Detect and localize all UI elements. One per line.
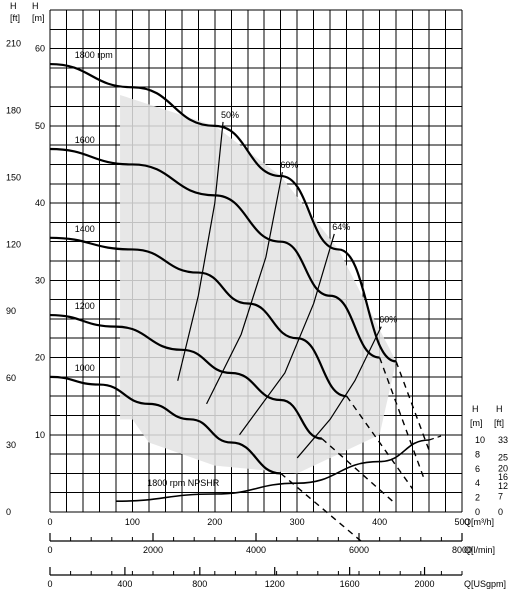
npsh-ft-tick-label: 7: [498, 492, 503, 502]
m3h-tick-label: 200: [207, 517, 222, 527]
m-tick-label: 40: [35, 198, 45, 208]
npsh-ft-tick-label: 16: [498, 472, 508, 482]
usgpm-axis-title: Q[USgpm]: [464, 579, 506, 589]
usgpm-axis-tick-label: 1200: [265, 579, 285, 589]
speed-curve: [49, 375, 281, 475]
m-axis-unit: [m]: [32, 13, 45, 23]
lmin-axis-tick-label: 2000: [143, 545, 163, 555]
npsh-m-tick-label: 10: [475, 435, 485, 445]
m3h-tick-label: 0: [47, 517, 52, 527]
npsh-m-axis-title: H: [472, 404, 479, 414]
efficiency-label: 64%: [332, 222, 350, 232]
ft-tick-label: 0: [6, 507, 11, 517]
ft-tick-label: 90: [6, 306, 16, 316]
speed-curve: [49, 62, 397, 363]
speed-curve: [49, 147, 380, 359]
m3h-tick-label: 100: [125, 517, 140, 527]
npsh-m-tick-label: 6: [475, 464, 480, 474]
speed-curve-label: 1200: [75, 301, 95, 311]
efficiency-label: 60%: [379, 315, 397, 325]
lmin-axis-tick-label: 4000: [246, 545, 266, 555]
speed-curve-label: 1800 rpm: [75, 50, 113, 60]
npshr-curve: [115, 439, 430, 502]
lmin-axis-title: Q[l/min]: [464, 545, 495, 555]
efficiency-label: 50%: [221, 110, 239, 120]
m-tick-label: 30: [35, 275, 45, 285]
npshr-extension: [428, 435, 442, 441]
m-tick-label: 20: [35, 353, 45, 363]
m-tick-label: 60: [35, 44, 45, 54]
curve-extension: [321, 438, 397, 505]
m-tick-label: 10: [35, 430, 45, 440]
npsh-m-tick-label: 0: [475, 507, 480, 517]
speed-curve: [49, 313, 323, 440]
lmin-axis-tick-label: 6000: [349, 545, 369, 555]
npsh-ft-tick-label: 33: [498, 435, 508, 445]
npsh-ft-axis-title: H: [496, 404, 503, 414]
m3h-tick-label: 400: [372, 517, 387, 527]
ft-tick-label: 180: [6, 105, 21, 115]
npsh-ft-tick-label: 0: [498, 507, 503, 517]
usgpm-axis-tick-label: 0: [47, 579, 52, 589]
npsh-m-tick-label: 2: [475, 493, 480, 503]
npsh-ft-tick-label: 12: [498, 481, 508, 491]
curve-extension: [280, 472, 364, 544]
lmin-axis-tick-label: 0: [47, 545, 52, 555]
curve-extension: [346, 395, 414, 490]
npsh-m-axis-unit: [m]: [470, 418, 483, 428]
speed-curve-label: 1400: [75, 224, 95, 234]
npsh-m-tick-label: 8: [475, 449, 480, 459]
efficiency-curve: [296, 326, 382, 459]
usgpm-axis-tick-label: 800: [192, 579, 207, 589]
operating-region: [120, 94, 397, 512]
m3h-axis-title: Q[m³/h]: [464, 517, 494, 527]
npsh-ft-tick-label: 25: [498, 452, 508, 462]
curve-extension: [395, 361, 430, 451]
usgpm-axis-tick-label: 1600: [340, 579, 360, 589]
efficiency-curve: [206, 172, 283, 405]
ft-tick-label: 150: [6, 172, 21, 182]
npsh-m-tick-label: 4: [475, 478, 480, 488]
npshr-label: 1800 rpm NPSHR: [147, 478, 220, 488]
m-axis-title: H: [32, 1, 39, 11]
ft-tick-label: 30: [6, 440, 16, 450]
m3h-tick-label: 500: [454, 517, 469, 527]
ft-tick-label: 120: [6, 239, 21, 249]
m-tick-label: 50: [35, 121, 45, 131]
ft-axis-unit: [ft]: [10, 13, 20, 23]
ft-tick-label: 60: [6, 373, 16, 383]
efficiency-label: 60%: [280, 160, 298, 170]
npsh-ft-axis-unit: [ft]: [494, 418, 504, 428]
speed-curve-label: 1000: [75, 363, 95, 373]
usgpm-axis-tick-label: 400: [117, 579, 132, 589]
npsh-ft-tick-label: 20: [498, 463, 508, 473]
usgpm-axis-tick-label: 2000: [415, 579, 435, 589]
m3h-tick-label: 300: [290, 517, 305, 527]
speed-curve-label: 1600: [75, 135, 95, 145]
ft-axis-title: H: [10, 1, 17, 11]
efficiency-curve: [177, 121, 224, 381]
speed-curve: [49, 236, 347, 398]
lmin-axis-tick-label: 8000: [452, 545, 472, 555]
ft-tick-label: 210: [6, 38, 21, 48]
